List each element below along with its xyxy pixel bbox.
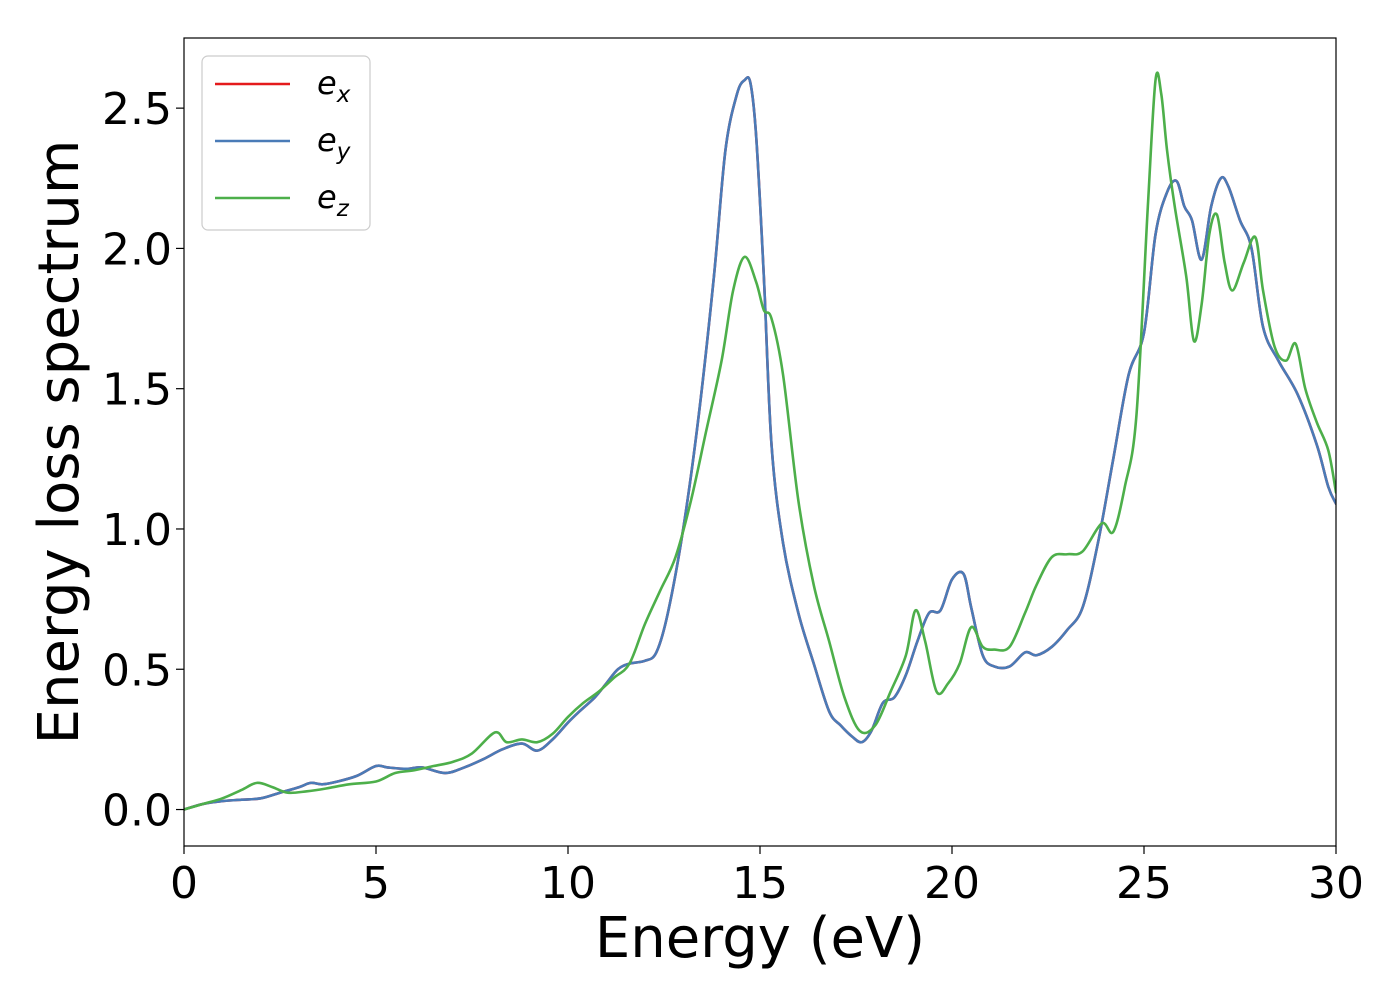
y-axis-label: Energy loss spectrum [27,140,92,745]
x-tick-label: 30 [1308,858,1364,909]
y-tick-label: 1.0 [102,505,172,556]
x-tick-label: 0 [170,858,198,909]
y-tick-label: 2.5 [102,84,172,135]
x-axis: 0 5 10 15 20 25 30 [170,846,1364,909]
x-axis-label: Energy (eV) [595,906,925,971]
x-tick-label: 20 [924,858,980,909]
x-tick-label: 5 [362,858,390,909]
x-tick-label: 25 [1116,858,1172,909]
x-tick-label: 15 [732,858,788,909]
y-tick-label: 2.0 [102,224,172,275]
y-axis: 0.0 0.5 1.0 1.5 2.0 2.5 [102,84,184,837]
x-tick-label: 10 [540,858,596,909]
legend-box [201,55,371,231]
y-tick-label: 1.5 [102,365,172,416]
series-line-y [184,75,1336,811]
y-tick-label: 0.5 [102,645,172,696]
plot-area [184,38,1336,846]
y-tick-label: 0.0 [102,786,172,837]
series-layer [184,71,1336,811]
series-line-z [184,71,1336,811]
